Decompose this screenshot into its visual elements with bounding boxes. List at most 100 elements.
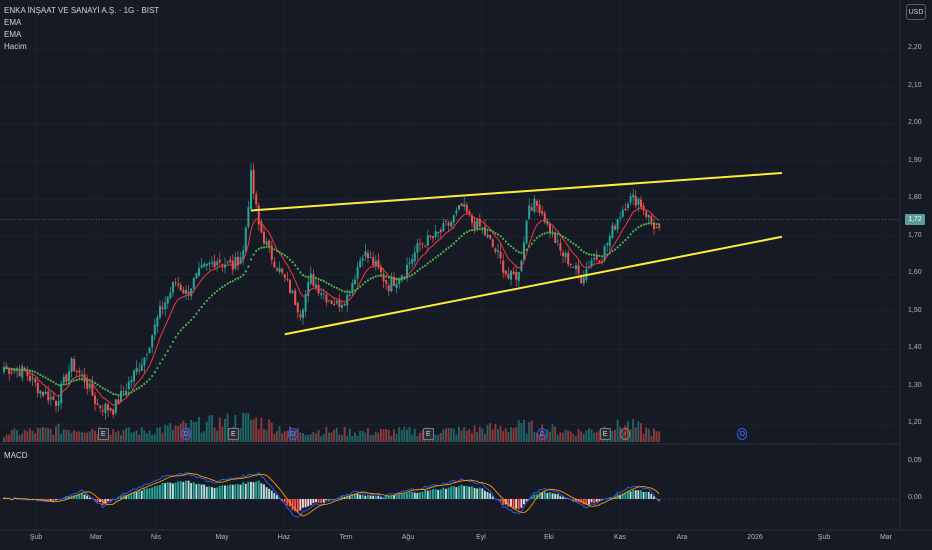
macd-histogram-bar [125,495,128,499]
volume-bar [517,420,520,442]
macd-histogram-bar [642,492,645,499]
time-tick-label: Kas [613,534,627,541]
candle-body [185,289,187,294]
macd-histogram-bar [107,499,109,502]
ema-slow-dot [270,246,273,249]
macd-histogram-bar [44,499,47,501]
candle-body [322,293,325,295]
macd-histogram-bar [250,481,252,499]
candle-body [159,305,161,318]
ema-slow-dot [624,238,627,242]
ema-slow-dot [322,279,325,283]
candle-body [153,324,156,336]
macd-histogram-bar [146,488,148,499]
candle-body [73,359,76,372]
volume-bar [455,434,458,442]
macd-histogram-bar [143,488,146,499]
split-marker[interactable]: ⚡ [620,428,631,440]
ema-slow-dot [465,230,468,234]
candle-body [606,243,609,246]
ema-slow-dot [325,281,328,284]
macd-histogram-bar [645,491,648,499]
ema-slow-dot [106,389,110,393]
macd-histogram-bar [653,496,655,499]
candle-body [130,379,133,383]
candle-body [356,267,359,279]
volume-bar [143,430,146,442]
ema-slow-dot [296,267,299,270]
volume-bar [481,428,484,442]
macd-histogram-bar [637,490,640,499]
macd-histogram-bar [244,483,247,499]
earnings-marker[interactable]: E [97,428,109,440]
candle-body [250,170,252,210]
candle-body [491,239,494,247]
volume-bar [632,419,635,442]
ema-slow-legend[interactable]: EMA [4,30,22,39]
dividend-marker[interactable]: D [181,428,191,440]
candle-body [125,390,128,394]
ema-slow-dot [582,250,585,254]
ema-slow-dot [171,340,175,343]
ema-fast-legend[interactable]: EMA [4,18,22,27]
candle-body [216,261,219,266]
candle-body [325,294,328,303]
volume-bar [520,423,523,442]
ema-slow-dot [36,372,39,375]
ema-slow-dot [353,289,357,292]
candle-body [348,294,351,297]
volume-bar [437,434,440,442]
earnings-marker[interactable]: E [599,428,611,440]
ema-slow-dot [242,273,245,276]
ema-slow-dot [301,274,305,277]
candle-body [442,223,445,231]
volume-bar [166,425,169,442]
candle-body [647,214,650,218]
volume-legend[interactable]: Hacim [4,42,27,51]
macd-histogram-bar [164,483,167,499]
macd-histogram-bar [263,484,265,499]
macd-histogram-bar [88,497,91,499]
macd-histogram-bar [460,484,463,499]
volume-bar [140,426,143,442]
dividend-marker[interactable]: D [737,428,748,440]
ema-slow-dot [138,386,141,389]
candle-body [146,354,148,356]
earnings-marker[interactable]: E [422,428,434,440]
volume-bar [172,429,174,442]
currency-button[interactable]: USD [906,4,926,20]
macd-histogram-bar [351,494,354,499]
candle-body [387,285,390,292]
macd-histogram-bar [177,481,180,499]
ema-slow-dot [374,275,377,278]
volume-bar [546,429,549,442]
ema-slow-dot [5,366,8,370]
macd-histogram-bar [424,490,427,499]
candle-body [538,204,541,213]
ema-slow-dot [392,277,396,280]
candle-body [278,267,281,273]
candle-body [29,375,31,381]
ema-slow-dot [96,383,99,386]
candle-body [127,381,130,390]
candle-body [273,261,276,268]
dividend-marker[interactable]: D [287,428,298,440]
volume-bar [81,432,83,442]
dividend-marker[interactable]: D [537,428,548,440]
candle-body [200,264,203,268]
earnings-marker[interactable]: E [227,428,239,440]
macd-histogram-bar [395,495,398,499]
macd-histogram-bar [3,498,5,499]
volume-bar [640,423,642,442]
macd-legend[interactable]: MACD [4,451,28,460]
candle-body [312,274,315,286]
ema-slow-dot [286,256,289,259]
ema-slow-dot [21,368,24,371]
ema-slow-dot [249,258,253,261]
volume-bar [10,430,13,442]
macd-histogram-bar [299,499,302,511]
volume-bar [255,417,258,442]
candle-body [81,373,83,375]
ema-slow-dot [132,389,136,392]
